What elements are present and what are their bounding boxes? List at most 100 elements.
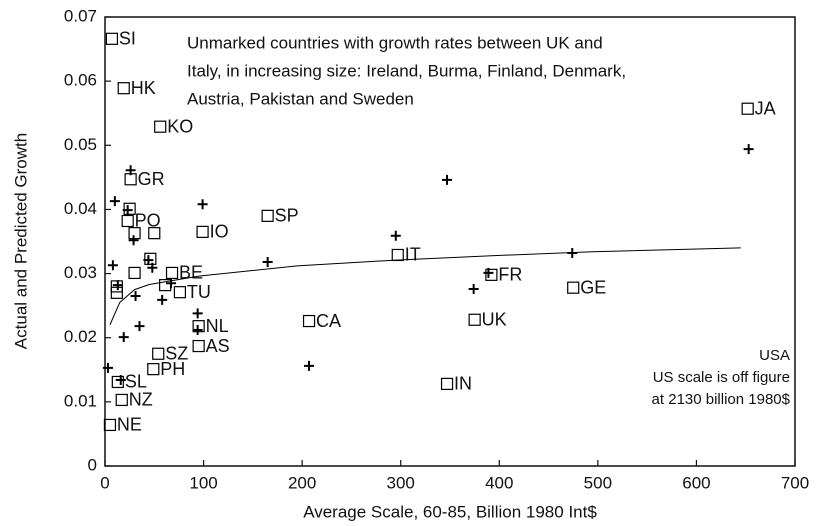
data-point (157, 294, 168, 305)
annotation: Unmarked countries with growth rates bet… (187, 33, 603, 52)
y-tick-label: 0.05 (64, 135, 97, 154)
y-tick-label: 0.07 (64, 6, 97, 25)
data-point (165, 266, 179, 280)
point-label: IN (454, 374, 472, 394)
data-point (196, 225, 209, 238)
annotation: Italy, in increasing size: Ireland, Burm… (187, 61, 626, 80)
point-label: NL (206, 316, 229, 336)
data-point (125, 165, 136, 176)
point-label: IT (405, 245, 421, 265)
data-point (485, 268, 498, 281)
data-point (468, 283, 479, 294)
data-point (115, 393, 128, 407)
x-tick-label: 0 (100, 473, 109, 492)
point-label: PO (135, 211, 161, 231)
data-point (105, 32, 119, 45)
data-point (192, 325, 203, 336)
point-label: SP (275, 206, 299, 226)
data-point (567, 281, 580, 294)
y-tick-label: 0.03 (64, 263, 97, 282)
x-axis-label: Average Scale, 60-85, Billion 1980 Int$ (303, 502, 597, 521)
data-point (152, 347, 165, 360)
y-tick-label: 0.02 (64, 327, 97, 346)
point-label: UK (482, 310, 507, 330)
point-label: KO (167, 116, 193, 136)
data-point (109, 196, 120, 207)
point-label: SL (125, 372, 147, 392)
data-point (197, 199, 208, 210)
data-point (122, 205, 133, 216)
data-point (128, 266, 141, 280)
data-point (143, 255, 154, 266)
annotation: US scale is off figure (653, 369, 790, 386)
data-point (112, 280, 123, 291)
x-tick-label: 300 (387, 473, 415, 492)
point-label: PH (160, 359, 185, 379)
y-tick-label: 0.04 (64, 199, 97, 218)
x-tick-label: 700 (781, 473, 809, 492)
data-point (130, 291, 141, 302)
data-point (741, 102, 754, 115)
data-point (124, 173, 137, 186)
point-label: NE (117, 415, 142, 435)
data-point (390, 230, 401, 241)
point-label: IO (210, 222, 229, 242)
data-point (123, 202, 136, 215)
x-tick-label: 100 (189, 473, 217, 492)
y-tick-label: 0 (88, 455, 97, 474)
point-label: TU (187, 282, 211, 302)
data-point (107, 260, 118, 271)
data-point (192, 308, 203, 319)
data-point (128, 235, 139, 246)
point-label: GR (138, 169, 165, 189)
data-point (468, 313, 481, 326)
annotation: Austria, Pakistan and Sweden (187, 89, 414, 108)
data-point (192, 339, 205, 353)
data-point (102, 362, 113, 373)
fit-line (109, 247, 741, 326)
data-point (166, 278, 177, 289)
data-point (147, 262, 158, 273)
data-point (302, 314, 316, 328)
y-tick-label: 0.01 (64, 391, 97, 410)
data-point (111, 375, 124, 389)
x-tick-label: 400 (485, 473, 513, 492)
x-tick-label: 600 (682, 473, 710, 492)
data-point (262, 257, 273, 268)
data-point (173, 286, 187, 299)
point-label: BE (179, 263, 203, 283)
data-point (154, 120, 167, 133)
data-point (483, 267, 494, 278)
y-axis-label: Actual and Predicted Growth (11, 133, 30, 349)
data-point (440, 377, 454, 390)
data-point (391, 248, 404, 262)
point-label: CA (316, 311, 341, 331)
data-point (117, 82, 130, 95)
data-point (442, 174, 453, 185)
point-label: AS (206, 336, 230, 356)
point-label: NZ (129, 390, 153, 410)
data-point (304, 360, 315, 371)
point-label: JA (755, 98, 776, 118)
point-label: FR (498, 265, 522, 285)
data-point (103, 418, 117, 432)
data-point (144, 252, 157, 265)
x-tick-label: 500 (584, 473, 612, 492)
data-point (743, 144, 754, 155)
data-point (115, 375, 126, 386)
data-point (134, 321, 145, 332)
point-label: SZ (165, 344, 188, 364)
data-point (261, 209, 274, 222)
data-point (121, 214, 134, 228)
point-label: SI (119, 29, 136, 49)
data-point (147, 363, 160, 376)
data-point (118, 332, 129, 343)
plot-frame (104, 16, 796, 467)
annotation: at 2130 billion 1980$ (652, 391, 791, 408)
point-label: HK (131, 78, 156, 98)
point-label: GE (580, 277, 606, 297)
annotation: USA (759, 347, 790, 364)
y-tick-label: 0.06 (64, 71, 97, 90)
